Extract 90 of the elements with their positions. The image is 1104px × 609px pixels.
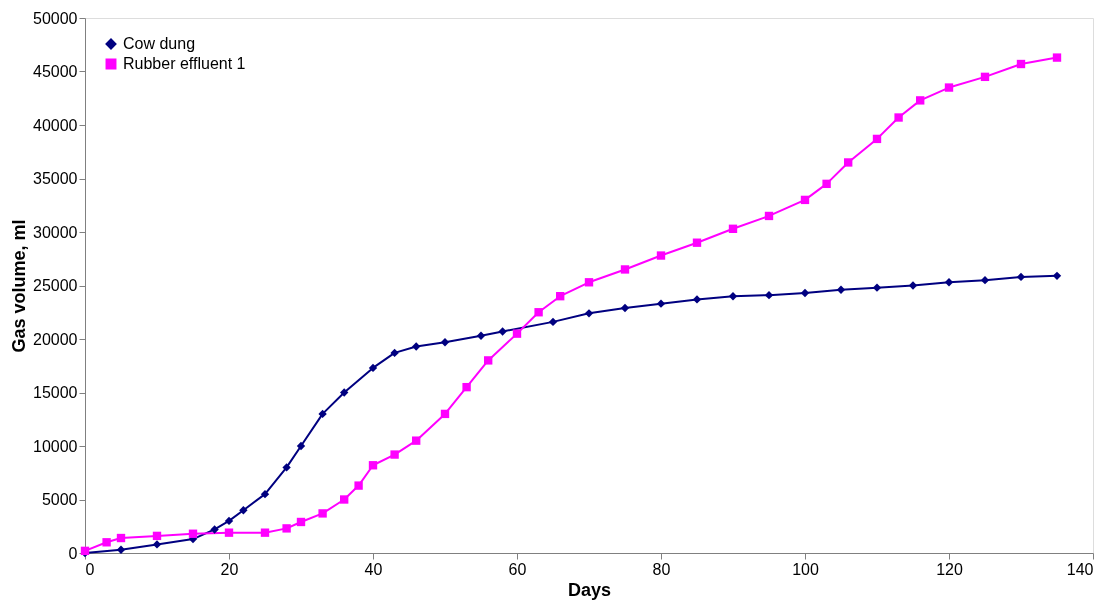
point [1052,53,1062,62]
point [872,283,882,292]
point [152,531,162,541]
point [102,538,111,547]
point [390,450,399,459]
x-tick-label: 40 [364,560,383,578]
point [116,533,126,543]
point [844,158,853,167]
point [440,409,450,419]
point [224,516,234,526]
point [692,295,702,304]
y-tick-label: 40000 [33,116,78,134]
point [800,288,810,298]
y-tick-label: 0 [68,544,78,562]
point [620,265,630,274]
point [908,281,918,290]
x-tick-label: 60 [508,560,527,578]
point [556,292,565,301]
y-axis-title: Gas volume, ml [9,219,30,353]
point [894,113,903,122]
point [872,134,882,144]
point [476,331,486,340]
point [354,481,363,490]
x-tick-label: 0 [85,560,95,578]
point [1052,271,1062,281]
point [484,356,493,365]
point [800,195,810,205]
y-tick-label: 20000 [33,330,78,348]
point [656,251,666,260]
point [980,72,990,82]
point [1016,59,1026,69]
y-tick-label: 15000 [33,384,78,401]
y-tick-label: 35000 [33,170,78,187]
point [944,83,954,92]
point [412,342,421,351]
point [980,275,990,285]
point [692,238,702,247]
point [764,290,774,300]
point [534,308,543,317]
y-tick-label: 50000 [33,9,78,27]
y-tick-label: 30000 [33,223,78,241]
point [728,224,738,233]
point [210,525,219,534]
point [340,495,349,504]
point [512,329,522,338]
y-tick-label: 45000 [33,63,78,80]
point [412,436,421,445]
point [944,278,954,287]
point [822,179,831,189]
point [188,529,198,538]
point [152,540,162,549]
point [728,292,738,301]
point [340,388,349,397]
x-axis-title: Days [567,579,612,600]
y-tick-label: 25000 [33,277,78,294]
point [296,517,306,527]
point [584,309,594,318]
point [462,382,471,392]
point [620,303,630,313]
point [296,441,306,451]
point [116,545,126,554]
point [440,338,450,347]
point [318,509,327,518]
y-tick-label: 10000 [33,437,78,455]
legend-label: Rubber effluent 1 [123,55,246,72]
point [498,327,507,336]
point [282,524,291,533]
x-tick-label: 100 [792,560,819,578]
point [224,528,234,537]
x-tick-label: 120 [936,560,963,578]
point [368,363,378,373]
point [368,461,378,470]
point [916,96,925,105]
point [260,528,270,537]
point [390,348,399,358]
point [584,278,594,287]
point [282,463,291,472]
point [318,409,327,419]
x-tick-label: 80 [652,560,671,578]
point [836,285,846,294]
point [548,317,558,327]
point [260,489,270,499]
point [764,211,774,221]
point [1016,272,1026,282]
legend-label: Cow dung [123,35,196,52]
x-tick-label: 20 [220,560,239,578]
point [239,506,248,515]
y-tick-label: 5000 [41,491,78,508]
x-tick-label: 140 [1066,560,1094,578]
point [656,299,666,308]
